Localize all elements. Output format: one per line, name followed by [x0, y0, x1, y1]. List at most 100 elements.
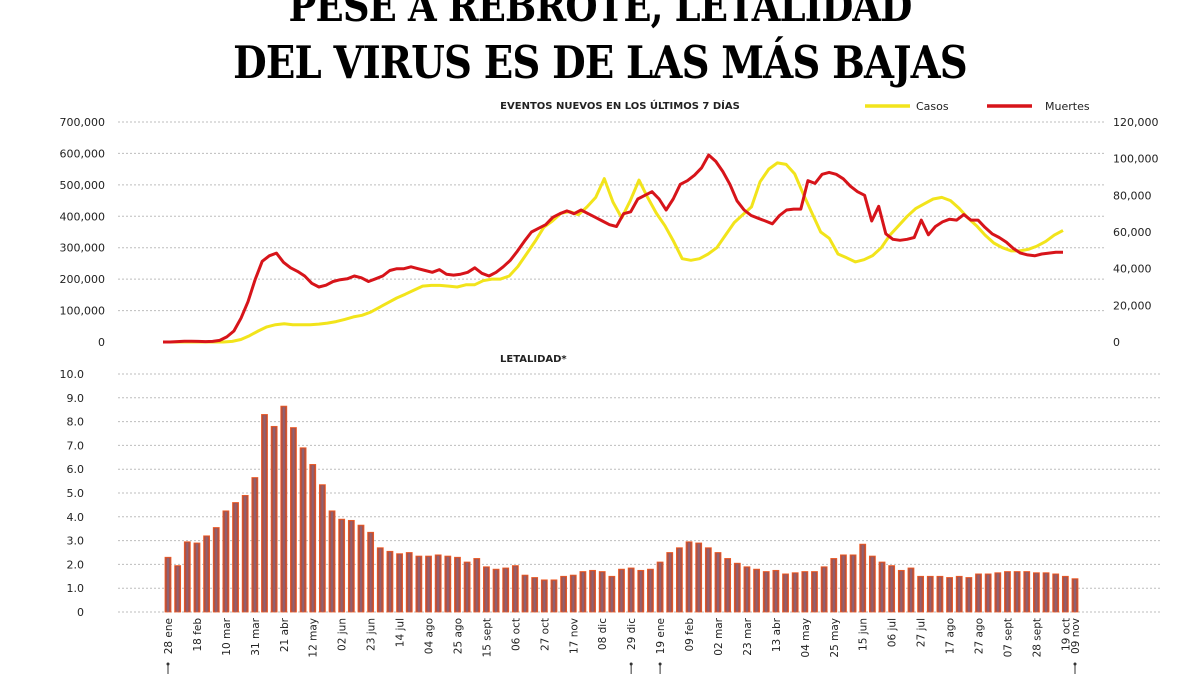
- bar: [299, 447, 307, 613]
- headline-line-1: PESE A REBROTE, LETALIDAD: [288, 0, 913, 32]
- bar: [425, 555, 432, 613]
- x-tick-label: 31 mar: [250, 617, 262, 655]
- x-tick-marker: [629, 662, 633, 674]
- bar: [560, 575, 568, 613]
- bar: [820, 566, 828, 613]
- x-tick-label: 06 jul: [887, 618, 899, 647]
- bar: [704, 547, 712, 613]
- right-axis-tick-label: 0: [1113, 336, 1120, 349]
- bar: [926, 575, 934, 613]
- bar-y-tick-label: 9.0: [67, 392, 85, 405]
- bar: [598, 571, 606, 613]
- x-tick-label: 07 sept: [1003, 618, 1015, 657]
- bar: [280, 405, 288, 613]
- bar: [511, 565, 519, 613]
- bar: [907, 567, 915, 613]
- bar: [888, 565, 896, 613]
- bar: [753, 568, 760, 613]
- bar: [1004, 571, 1011, 613]
- bar: [830, 558, 838, 613]
- bar: [396, 553, 403, 613]
- bar: [868, 555, 876, 613]
- bar-y-tick-label: 2.0: [67, 558, 85, 571]
- bar: [540, 579, 548, 613]
- right-axis-tick-label: 40,000: [1113, 263, 1152, 276]
- bar: [1071, 578, 1079, 613]
- line-chart-title: EVENTOS NUEVOS EN LOS ÚLTIMOS 7 DÍAS: [500, 99, 740, 112]
- bar: [347, 519, 355, 613]
- left-axis-tick-label: 600,000: [60, 147, 106, 160]
- bar: [531, 577, 539, 613]
- line-chart-gridlines: [118, 121, 1105, 312]
- bar: [994, 572, 1002, 613]
- bar-y-tick-label: 8.0: [67, 416, 85, 429]
- bar: [936, 575, 944, 613]
- left-axis-tick-label: 500,000: [60, 179, 106, 192]
- bar: [984, 573, 992, 613]
- bar: [174, 565, 182, 613]
- x-tick-marker: [166, 662, 170, 674]
- bar: [318, 484, 326, 613]
- bar: [946, 577, 953, 613]
- bar: [454, 556, 461, 613]
- bar-chart-title: LETALIDAD*: [500, 354, 567, 365]
- x-tick-label: 15 sept: [481, 618, 493, 657]
- bar: [212, 527, 220, 613]
- bar: [376, 547, 384, 613]
- bar: [444, 555, 452, 613]
- bar-chart-y-axis: 0 1.0 2.0 3.0 4.0 5.0 6.0 7.0 8.0 9.0 10.0: [60, 368, 85, 619]
- x-tick-label: 09 feb: [684, 618, 696, 652]
- bar: [675, 547, 683, 613]
- bar: [811, 571, 818, 613]
- x-tick-label: 21 abr: [279, 617, 291, 652]
- bar: [878, 561, 886, 613]
- bar-y-tick-label: 10.0: [60, 368, 85, 381]
- bar: [762, 571, 770, 613]
- bar: [975, 573, 982, 613]
- x-tick-label: 23 jun: [366, 618, 378, 651]
- right-axis-tick-label: 120,000: [1113, 116, 1159, 129]
- x-tick-label: 14 jul: [395, 618, 407, 647]
- bar: [232, 502, 239, 613]
- bar-y-tick-label: 5.0: [67, 487, 85, 500]
- bar: [203, 535, 210, 613]
- x-tick-label: 17 nov: [568, 618, 580, 654]
- bar: [222, 510, 230, 613]
- bar: [473, 558, 481, 613]
- bar: [357, 524, 365, 613]
- bar: [849, 554, 857, 613]
- right-axis-tick-label: 60,000: [1113, 226, 1152, 239]
- bar-chart-x-axis: 28 ene 18 feb 10 mar 31 mar 21 abr 12 may 02 j…: [163, 617, 1082, 674]
- bar: [183, 541, 191, 613]
- bar: [666, 552, 674, 613]
- x-tick-label: 19 oct: [1060, 618, 1072, 651]
- bar: [801, 571, 809, 613]
- bar: [1033, 572, 1040, 613]
- x-tick-label: 04 may: [800, 618, 812, 658]
- left-axis-tick-label: 300,000: [60, 242, 106, 255]
- bar: [550, 579, 558, 613]
- bar: [724, 558, 732, 613]
- bar: [733, 562, 741, 613]
- bar: [647, 568, 654, 613]
- bar: [251, 477, 259, 613]
- left-axis-tick-label: 0: [98, 336, 105, 349]
- bar: [965, 577, 973, 613]
- x-tick-label: 27 jul: [916, 618, 928, 647]
- bar: [328, 510, 336, 613]
- bar: [569, 574, 577, 613]
- x-tick-label: 25 may: [829, 618, 841, 658]
- bar: [618, 568, 625, 613]
- bar: [859, 543, 867, 613]
- bar: [502, 567, 510, 613]
- x-tick-label: 08 dic: [597, 618, 609, 650]
- bar: [897, 569, 905, 613]
- line-chart-left-axis: 0 100,000 200,000 300,000 400,000 500,000 600,…: [60, 116, 106, 349]
- bar: [1013, 571, 1021, 613]
- x-tick-label: 19 ene: [655, 618, 667, 654]
- x-tick-label: 25 ago: [453, 618, 465, 654]
- bar: [772, 569, 780, 613]
- x-tick-marker: [1073, 662, 1077, 674]
- right-axis-tick-label: 20,000: [1113, 299, 1152, 312]
- left-axis-tick-label: 200,000: [60, 273, 106, 286]
